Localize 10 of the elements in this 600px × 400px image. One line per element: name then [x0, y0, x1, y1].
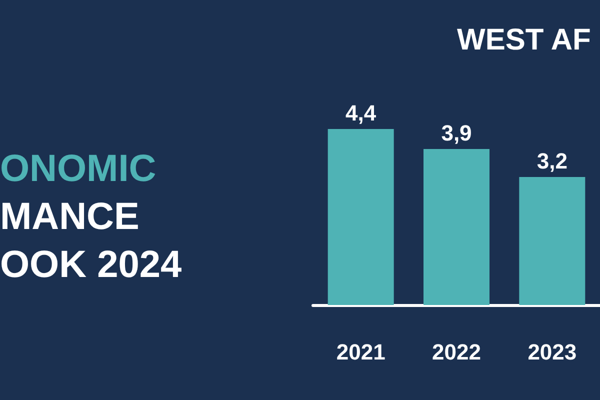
data-label: 3,9	[441, 120, 472, 146]
chart-title: WEST AF	[457, 24, 591, 56]
x-tick-label: 2022	[432, 340, 481, 364]
data-label: 3,2	[536, 148, 568, 174]
x-tick-label: 2023	[528, 340, 577, 364]
text: MANCE	[0, 196, 140, 238]
text: OOK 2024	[0, 244, 182, 286]
x-tick-label: 2021	[336, 340, 386, 364]
text: ONOMIC	[0, 148, 156, 190]
data-label: 4,4	[346, 100, 377, 126]
